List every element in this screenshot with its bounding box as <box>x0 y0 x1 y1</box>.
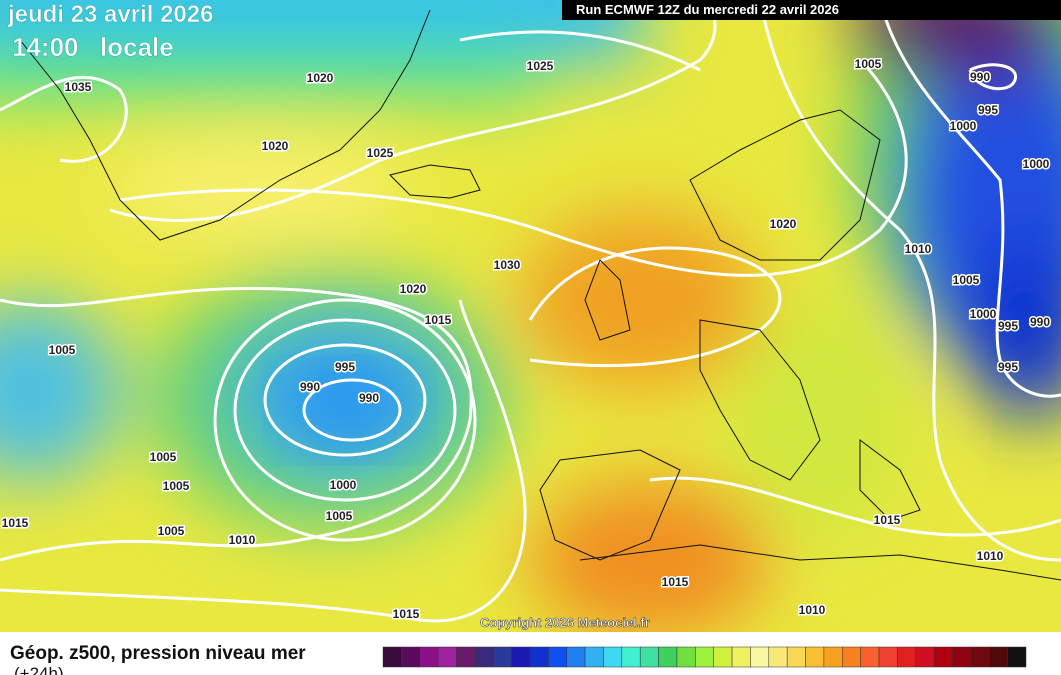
colorbar-swatch <box>989 646 1008 668</box>
colorbar-swatch <box>419 646 439 668</box>
isobar-label: 1030 <box>494 258 521 272</box>
isobar-label: 1020 <box>400 282 427 296</box>
colorbar-swatch <box>915 646 935 668</box>
isobar-label: 1005 <box>150 450 177 464</box>
colorbar-swatch <box>437 646 457 668</box>
copyright: Copyright 2026 Meteociel.fr <box>480 615 650 630</box>
isobar-label: 1005 <box>49 343 76 357</box>
lead-time: (+24h) <box>14 664 64 675</box>
isobar-label: 1010 <box>799 603 826 617</box>
isobar-label: 1010 <box>905 242 932 256</box>
colorbar-swatch <box>492 646 512 668</box>
caption: Géop. z500, pression niveau mer <box>10 643 306 664</box>
colorbar-swatch <box>474 646 494 668</box>
colorbar-swatch <box>566 646 586 668</box>
colorbar-swatch <box>676 646 696 668</box>
isobar-label: 1005 <box>855 57 882 71</box>
colorbar-swatch <box>768 646 788 668</box>
colorbar-swatch <box>878 646 898 668</box>
isobar-label: 990 <box>359 391 379 405</box>
isobar-label: 990 <box>970 70 990 84</box>
isobar-label: 1015 <box>2 516 29 530</box>
colorbar-swatch <box>805 646 825 668</box>
colorbar-swatch <box>713 646 733 668</box>
isobar-label: 1010 <box>229 533 256 547</box>
isobar-label: 1015 <box>874 513 901 527</box>
colorbar-swatch <box>952 646 972 668</box>
colorbar-swatch <box>529 646 549 668</box>
isobar-label: 1025 <box>527 59 554 73</box>
colorbar-swatch <box>584 646 604 668</box>
isobar-label: 1000 <box>330 478 357 492</box>
isobar-label: 995 <box>978 103 998 117</box>
isobar-label: 1005 <box>953 273 980 287</box>
isobar-label: 1015 <box>393 607 420 621</box>
colorbar-swatch <box>658 646 678 668</box>
isobar-label: 1015 <box>425 313 452 327</box>
isobar-label: 1035 <box>65 80 92 94</box>
isobar-label: 1020 <box>770 217 797 231</box>
isobar-label: 995 <box>335 360 355 374</box>
colorbar-swatch <box>860 646 880 668</box>
colorbar-swatch <box>621 646 641 668</box>
isobar-label: 1010 <box>977 549 1004 563</box>
colorbar-swatch <box>786 646 806 668</box>
colorbar-swatch <box>970 646 990 668</box>
run-text: Run ECMWF 12Z du mercredi 22 avril 2026 <box>576 2 839 17</box>
isobar-label: 1025 <box>367 146 394 160</box>
isobar-label: 1020 <box>307 71 334 85</box>
isobar-label: 1000 <box>1023 157 1050 171</box>
colorbar-swatch <box>603 646 623 668</box>
colorbar-swatch <box>511 646 531 668</box>
colorbar-swatch <box>731 646 751 668</box>
colorbar-swatch <box>823 646 843 668</box>
coastlines <box>19 9 1061 581</box>
date: jeudi 23 avril 2026 <box>7 1 213 28</box>
time: 14:00 <box>12 32 79 62</box>
colorbar-swatch <box>897 646 917 668</box>
isobar-label: 990 <box>1030 315 1050 329</box>
colorbar-swatch <box>695 646 714 668</box>
isobar-label: 1000 <box>950 119 977 133</box>
isobar-label: 1005 <box>163 479 190 493</box>
colorbar-swatch <box>1007 646 1027 668</box>
isobar-label: 995 <box>998 360 1018 374</box>
colorbar-swatch <box>933 646 953 668</box>
isobar-label: 995 <box>998 319 1018 333</box>
colorbar-swatch <box>382 646 402 668</box>
colorbar-swatch <box>639 646 659 668</box>
isobar-label: 1020 <box>262 139 289 153</box>
run-bar <box>562 0 1061 20</box>
isobar-label: 990 <box>300 380 320 394</box>
isobar-label: 1015 <box>662 575 689 589</box>
colorbar-swatch <box>750 646 770 668</box>
isobar-label: 1005 <box>158 524 185 538</box>
colorbar-swatch <box>401 646 420 668</box>
isobar-label: 1005 <box>326 509 353 523</box>
colorbar-swatch <box>548 646 567 668</box>
colorbar-swatch <box>456 646 476 668</box>
isobar-label: 1000 <box>970 307 997 321</box>
colorbar-swatch <box>842 646 861 668</box>
isobars <box>0 0 1061 623</box>
time-suffix: locale <box>100 32 174 62</box>
